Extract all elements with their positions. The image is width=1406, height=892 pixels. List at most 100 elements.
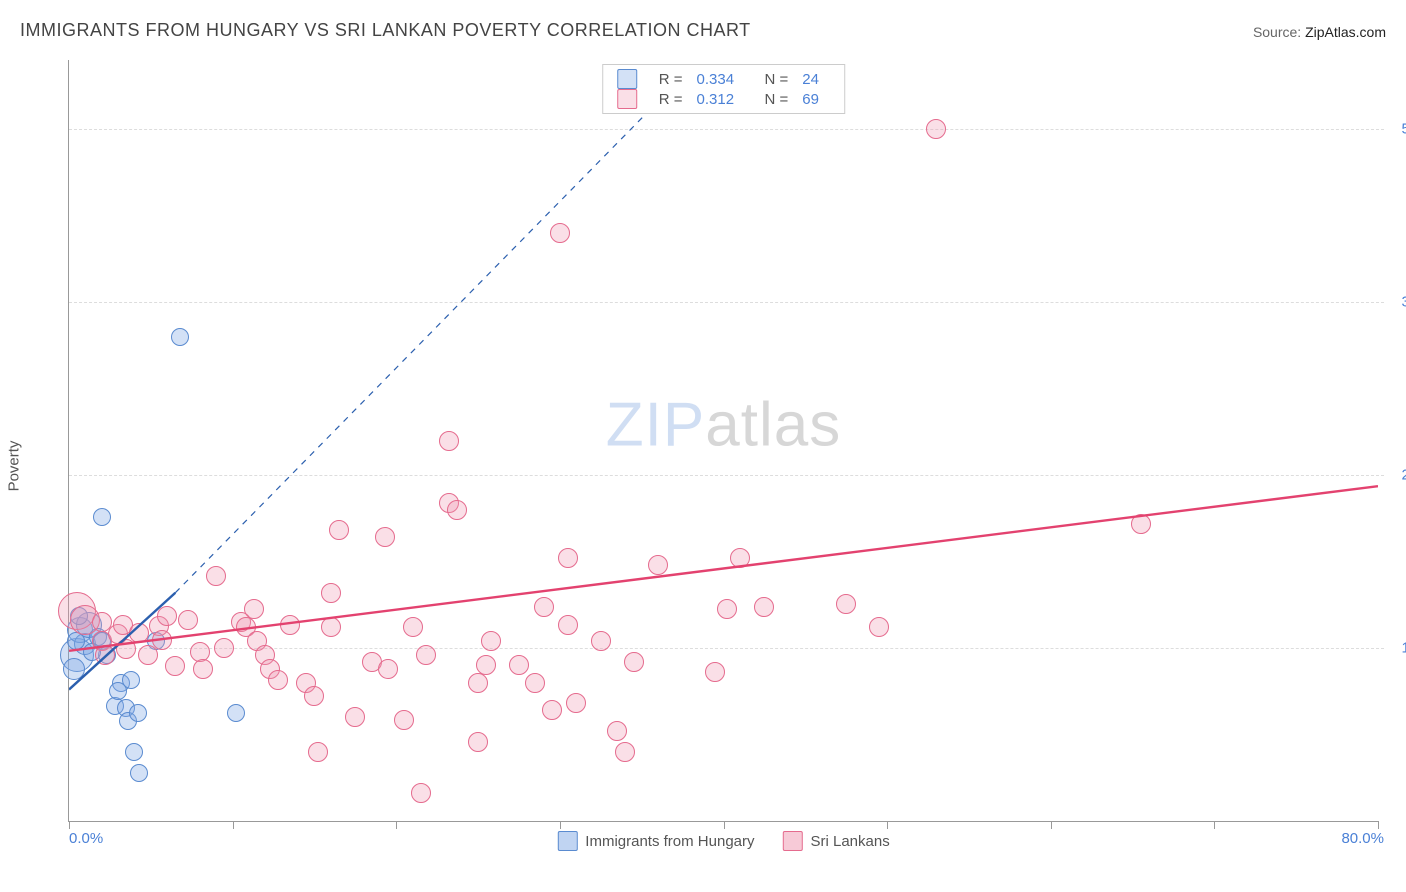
marker-srilanka — [304, 686, 324, 706]
marker-srilanka — [129, 623, 149, 643]
watermark-atlas: atlas — [705, 391, 841, 460]
y-tick-label: 25.0% — [1384, 467, 1406, 484]
marker-srilanka — [754, 597, 774, 617]
marker-srilanka — [447, 500, 467, 520]
marker-hungary — [93, 508, 111, 526]
marker-srilanka — [193, 659, 213, 679]
x-tick — [560, 821, 561, 829]
legend-swatch-hungary — [557, 831, 577, 851]
legend-swatch-srilanka — [783, 831, 803, 851]
source-attribution: Source: ZipAtlas.com — [1253, 24, 1386, 40]
plot-area: ZIPatlas R = 0.334 N = 24 R = 0.312 N = … — [68, 60, 1378, 822]
marker-srilanka — [411, 783, 431, 803]
marker-srilanka — [607, 721, 627, 741]
marker-srilanka — [836, 594, 856, 614]
trend-lines-svg — [69, 60, 1378, 821]
y-tick-label: 50.0% — [1384, 121, 1406, 138]
grid-line — [69, 475, 1384, 476]
watermark: ZIPatlas — [606, 390, 841, 461]
marker-srilanka — [321, 617, 341, 637]
marker-srilanka — [214, 638, 234, 658]
marker-srilanka — [624, 652, 644, 672]
n-value-hungary: 24 — [802, 71, 830, 88]
marker-srilanka — [566, 693, 586, 713]
marker-srilanka — [268, 670, 288, 690]
chart-container: Poverty ZIPatlas R = 0.334 N = 24 R = 0.… — [20, 60, 1386, 872]
marker-srilanka — [869, 617, 889, 637]
legend-item-hungary: Immigrants from Hungary — [557, 831, 754, 851]
marker-hungary — [129, 704, 147, 722]
chart-header: IMMIGRANTS FROM HUNGARY VS SRI LANKAN PO… — [20, 20, 1386, 50]
marker-srilanka — [178, 610, 198, 630]
marker-srilanka — [476, 655, 496, 675]
marker-srilanka — [206, 566, 226, 586]
n-value-srilanka: 69 — [802, 91, 830, 108]
grid-line — [69, 129, 1384, 130]
marker-srilanka — [1131, 514, 1151, 534]
marker-srilanka — [95, 645, 115, 665]
x-tick — [396, 821, 397, 829]
marker-srilanka — [152, 630, 172, 650]
marker-srilanka — [280, 615, 300, 635]
marker-srilanka — [394, 710, 414, 730]
watermark-zip: ZIP — [606, 391, 705, 460]
marker-srilanka — [550, 223, 570, 243]
y-axis-label: Poverty — [6, 441, 23, 492]
n-label: N = — [765, 91, 789, 108]
chart-title: IMMIGRANTS FROM HUNGARY VS SRI LANKAN PO… — [20, 20, 751, 40]
marker-srilanka — [375, 527, 395, 547]
correlation-legend: R = 0.334 N = 24 R = 0.312 N = 69 — [602, 64, 846, 114]
x-tick-label-min: 0.0% — [69, 830, 103, 847]
correlation-row-hungary: R = 0.334 N = 24 — [617, 69, 831, 89]
marker-srilanka — [138, 645, 158, 665]
x-tick — [724, 821, 725, 829]
marker-hungary — [130, 764, 148, 782]
marker-srilanka — [926, 119, 946, 139]
source-value: ZipAtlas.com — [1305, 24, 1386, 40]
marker-srilanka — [468, 673, 488, 693]
y-tick-label: 12.5% — [1384, 640, 1406, 657]
trend-line — [175, 102, 658, 593]
x-tick — [1378, 821, 1379, 829]
marker-srilanka — [481, 631, 501, 651]
marker-srilanka — [509, 655, 529, 675]
x-tick — [69, 821, 70, 829]
marker-srilanka — [321, 583, 341, 603]
marker-hungary — [227, 704, 245, 722]
r-value-srilanka: 0.312 — [697, 91, 747, 108]
marker-hungary — [63, 658, 85, 680]
correlation-row-srilanka: R = 0.312 N = 69 — [617, 89, 831, 109]
marker-srilanka — [542, 700, 562, 720]
marker-srilanka — [378, 659, 398, 679]
marker-srilanka — [717, 599, 737, 619]
marker-srilanka — [648, 555, 668, 575]
series-legend: Immigrants from Hungary Sri Lankans — [557, 831, 889, 851]
marker-srilanka — [165, 656, 185, 676]
marker-hungary — [125, 743, 143, 761]
x-tick — [887, 821, 888, 829]
marker-srilanka — [730, 548, 750, 568]
marker-srilanka — [329, 520, 349, 540]
x-tick-label-max: 80.0% — [1341, 830, 1384, 847]
marker-srilanka — [308, 742, 328, 762]
marker-srilanka — [468, 732, 488, 752]
r-label: R = — [659, 91, 683, 108]
marker-srilanka — [591, 631, 611, 651]
n-label: N = — [765, 71, 789, 88]
marker-srilanka — [345, 707, 365, 727]
x-tick — [1051, 821, 1052, 829]
source-label: Source: — [1253, 24, 1305, 40]
legend-swatch-srilanka — [617, 89, 637, 109]
marker-hungary — [122, 671, 140, 689]
marker-srilanka — [157, 606, 177, 626]
legend-swatch-hungary — [617, 69, 637, 89]
legend-label-srilanka: Sri Lankans — [811, 833, 890, 850]
legend-label-hungary: Immigrants from Hungary — [585, 833, 754, 850]
marker-srilanka — [439, 431, 459, 451]
trend-line — [69, 486, 1378, 651]
marker-srilanka — [534, 597, 554, 617]
marker-srilanka — [403, 617, 423, 637]
marker-srilanka — [116, 639, 136, 659]
r-label: R = — [659, 71, 683, 88]
marker-srilanka — [615, 742, 635, 762]
